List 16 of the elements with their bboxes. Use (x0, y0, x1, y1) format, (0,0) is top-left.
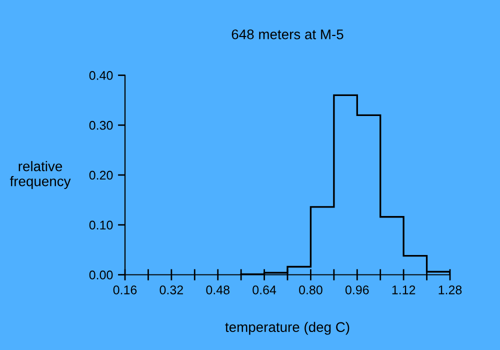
x-tick-label: 0.64 (252, 285, 276, 294)
y-tick-label: 0.10 (89, 220, 113, 230)
x-tick-label: 1.12 (392, 285, 416, 294)
y-tick-label: 0.00 (89, 270, 113, 280)
x-tick-label: 0.16 (113, 285, 137, 294)
y-tick-label: 0.20 (89, 170, 113, 180)
x-tick-label: 1.28 (438, 285, 462, 294)
x-tick-label: 0.96 (345, 285, 369, 294)
x-tick-label: 0.80 (299, 285, 322, 294)
x-tick-label: 0.48 (206, 285, 230, 294)
y-tick-label: 0.30 (89, 120, 113, 130)
chart-title: 648 meters at M-5 (232, 29, 344, 40)
y-axis-title: relative frequency (10, 161, 71, 189)
y-tick-label: 0.40 (89, 71, 113, 80)
x-tick-label: 0.32 (160, 285, 183, 294)
x-axis-title: temperature (deg C) (225, 322, 350, 335)
